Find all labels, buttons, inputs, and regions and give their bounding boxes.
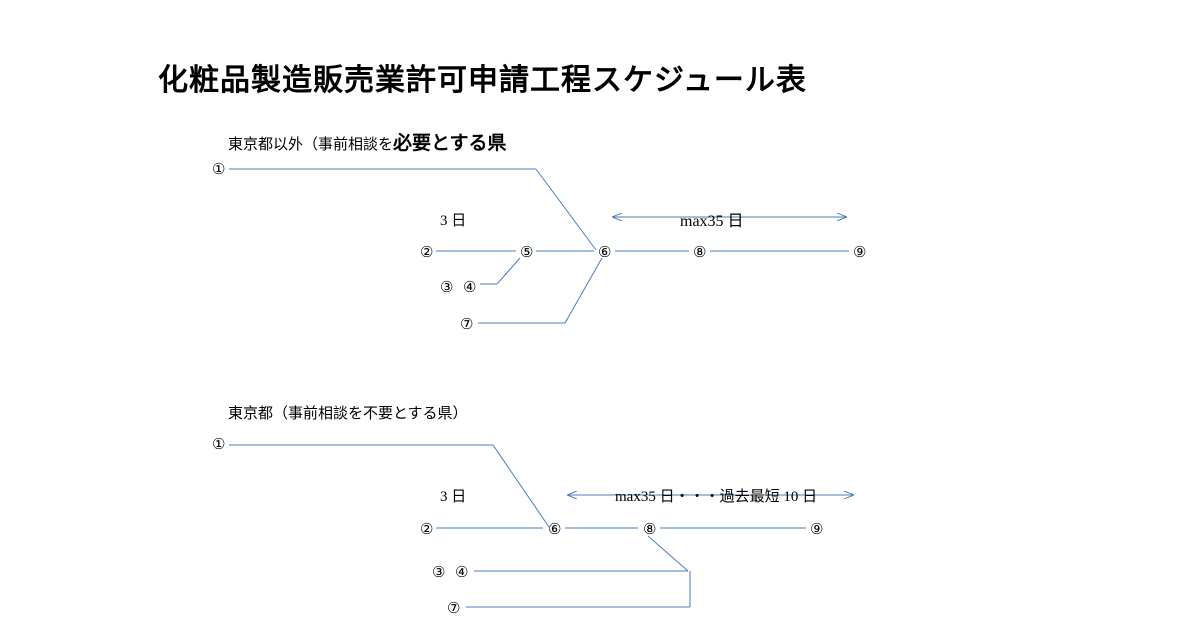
- node-label: ⑧: [643, 520, 656, 539]
- node-label: ①: [212, 160, 225, 179]
- node-label: ⑦: [447, 599, 460, 618]
- diagram-canvas: 化粧品製造販売業許可申請工程スケジュール表 東京都以外（事前相談を必要とする県 …: [0, 0, 1200, 630]
- diagram-b-lines: [229, 445, 806, 607]
- svg-layer: [0, 0, 1200, 630]
- connector-line: [493, 445, 549, 527]
- node-label: ⑧: [693, 243, 706, 262]
- annotation-label: 3 日: [440, 485, 466, 506]
- node-label: ⑨: [853, 243, 866, 262]
- node-label: ①: [212, 435, 225, 454]
- node-label: ③: [432, 563, 445, 582]
- connector-line: [565, 258, 602, 323]
- node-label: ⑥: [598, 243, 611, 262]
- node-label: ④: [463, 278, 476, 297]
- annotation-label: 3 日: [440, 209, 466, 230]
- node-label: ⑨: [810, 520, 823, 539]
- connector-line: [648, 536, 688, 571]
- node-label: ④: [455, 563, 468, 582]
- connector-line: [497, 258, 520, 284]
- annotation-label: max35 日・・・過去最短 10 日: [615, 485, 817, 506]
- node-label: ②: [420, 243, 433, 262]
- annotation-label: max35 日: [680, 207, 744, 231]
- node-label: ③: [440, 278, 453, 297]
- node-label: ⑤: [520, 243, 533, 262]
- connector-line: [536, 169, 596, 250]
- node-label: ⑥: [548, 520, 561, 539]
- node-label: ②: [420, 520, 433, 539]
- node-label: ⑦: [460, 315, 473, 334]
- diagram-a-lines: [229, 169, 849, 323]
